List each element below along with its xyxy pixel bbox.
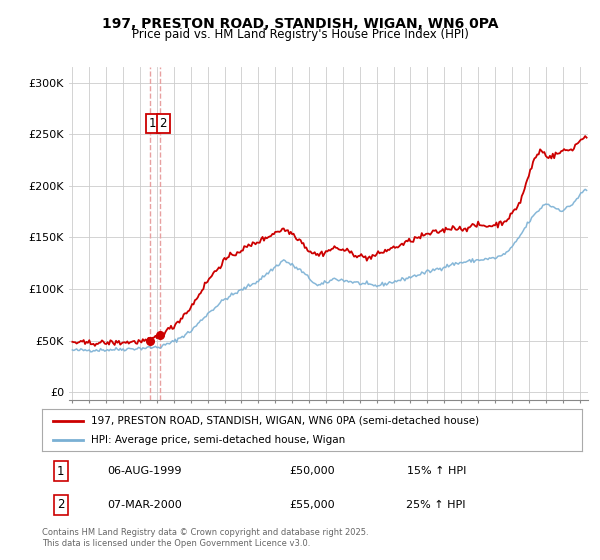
- Text: 1: 1: [149, 118, 156, 130]
- Text: 2: 2: [57, 498, 65, 511]
- Text: Price paid vs. HM Land Registry's House Price Index (HPI): Price paid vs. HM Land Registry's House …: [131, 28, 469, 41]
- Text: 2: 2: [160, 118, 167, 130]
- Text: £50,000: £50,000: [289, 466, 335, 476]
- Text: 07-MAR-2000: 07-MAR-2000: [107, 500, 182, 510]
- Text: Contains HM Land Registry data © Crown copyright and database right 2025.
This d: Contains HM Land Registry data © Crown c…: [42, 528, 368, 548]
- Text: 197, PRESTON ROAD, STANDISH, WIGAN, WN6 0PA: 197, PRESTON ROAD, STANDISH, WIGAN, WN6 …: [102, 17, 498, 31]
- Text: 06-AUG-1999: 06-AUG-1999: [107, 466, 182, 476]
- Text: 197, PRESTON ROAD, STANDISH, WIGAN, WN6 0PA (semi-detached house): 197, PRESTON ROAD, STANDISH, WIGAN, WN6 …: [91, 416, 479, 426]
- Text: 15% ↑ HPI: 15% ↑ HPI: [407, 466, 466, 476]
- Text: 1: 1: [57, 465, 65, 478]
- Text: 25% ↑ HPI: 25% ↑ HPI: [406, 500, 466, 510]
- Text: HPI: Average price, semi-detached house, Wigan: HPI: Average price, semi-detached house,…: [91, 435, 345, 445]
- Text: £55,000: £55,000: [289, 500, 335, 510]
